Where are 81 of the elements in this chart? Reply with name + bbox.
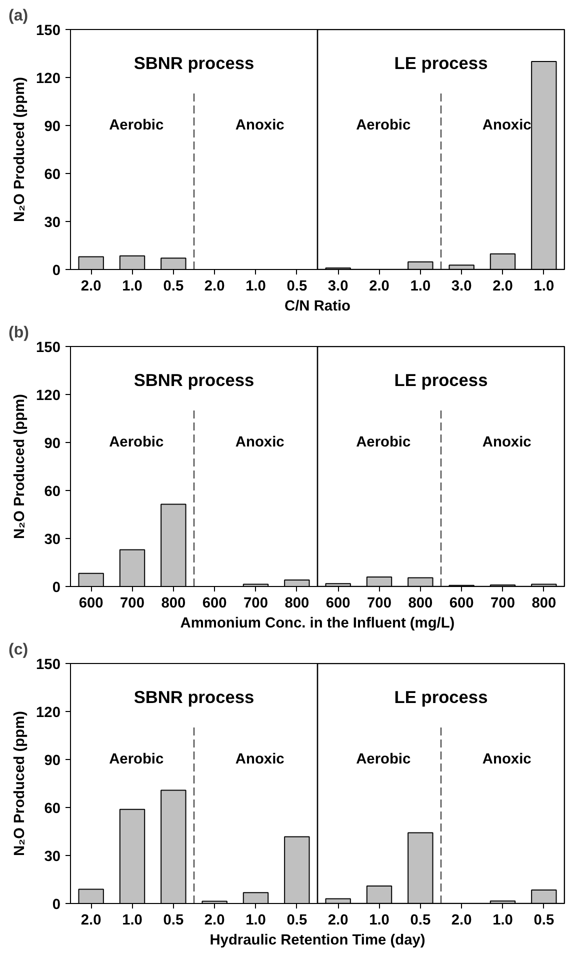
x-axis-title: Ammonium Conc. in the Influent (mg/L)	[180, 616, 455, 632]
x-tick-label: 1.0	[410, 278, 431, 294]
annotation: Aerobic	[109, 434, 164, 450]
annotation: Anoxic	[235, 752, 284, 768]
y-tick-label: 120	[36, 71, 61, 87]
x-tick-label: 2.0	[204, 912, 225, 928]
x-tick-label: 2.0	[451, 912, 472, 928]
x-tick-label: 700	[244, 596, 268, 612]
annotation: Anoxic	[482, 118, 532, 134]
x-tick-label: 600	[202, 596, 227, 612]
y-tick-label: 0	[52, 263, 61, 279]
x-tick-label: 600	[326, 596, 350, 612]
x-tick-label: 0.5	[410, 912, 431, 928]
x-tick-label: 800	[408, 596, 433, 612]
chart-title: (a)	[8, 8, 28, 24]
y-tick-label: 60	[44, 801, 61, 817]
x-tick-label: 1.0	[369, 912, 390, 928]
x-tick-label: 2.0	[80, 912, 102, 928]
x-tick-label: 700	[120, 596, 144, 612]
y-tick-label: 30	[44, 215, 61, 231]
y-axis-title: N₂O Produced (ppm)	[12, 710, 28, 856]
x-tick-label: 1.0	[246, 912, 266, 928]
y-tick-label: 60	[44, 167, 61, 183]
x-tick-label: 2.0	[204, 278, 225, 294]
x-tick-label: 1.0	[122, 912, 142, 928]
annotation: Anoxic	[235, 118, 284, 134]
y-tick-label: 120	[36, 705, 61, 721]
annotation: Aerobic	[356, 434, 411, 450]
y-axis-title: N₂O Produced (ppm)	[12, 76, 28, 222]
x-tick-label: 600	[449, 596, 474, 612]
x-tick-label: 600	[78, 596, 104, 612]
x-tick-label: 700	[490, 596, 515, 612]
x-tick-label: 800	[161, 596, 186, 612]
x-tick-label: 2.0	[80, 278, 102, 294]
y-tick-label: 150	[36, 23, 61, 39]
x-tick-label: 1.0	[492, 912, 513, 928]
x-tick-label: 800	[532, 596, 556, 612]
annotation: SBNR process	[134, 687, 254, 708]
x-tick-label: 700	[367, 596, 392, 612]
y-tick-label: 90	[44, 436, 61, 452]
annotation: Anoxic	[235, 434, 284, 450]
annotation: Aerobic	[356, 752, 411, 768]
x-tick-label: 0.5	[286, 912, 308, 928]
y-tick-label: 0	[52, 580, 61, 596]
y-tick-label: 90	[44, 119, 61, 135]
x-tick-label: 0.5	[163, 278, 184, 294]
x-tick-label: 0.5	[286, 278, 308, 294]
x-tick-label: 2.0	[369, 278, 390, 294]
x-tick-label: 3.0	[451, 278, 472, 294]
chart-title: (c)	[8, 642, 28, 658]
annotation: Aerobic	[109, 752, 164, 768]
x-axis-title: C/N Ratio	[284, 298, 351, 314]
y-tick-label: 30	[44, 532, 61, 548]
x-axis-title: Hydraulic Retention Time (day)	[210, 932, 426, 948]
annotation: LE process	[394, 53, 488, 74]
annotation: Aerobic	[109, 118, 164, 134]
x-tick-label: 1.0	[246, 278, 266, 294]
y-tick-label: 150	[36, 657, 61, 673]
x-tick-label: 1.0	[534, 278, 554, 294]
x-tick-label: 1.0	[122, 278, 142, 294]
annotation: Anoxic	[482, 434, 532, 450]
annotation: Anoxic	[482, 752, 532, 768]
x-tick-label: 3.0	[328, 278, 348, 294]
annotation: SBNR process	[134, 53, 254, 74]
annotation: LE process	[394, 687, 488, 708]
x-tick-label: 0.5	[534, 912, 554, 928]
y-tick-label: 0	[52, 897, 61, 913]
x-tick-label: 800	[284, 596, 310, 612]
annotation: LE process	[394, 370, 488, 390]
y-axis-title: N₂O Produced (ppm)	[12, 394, 28, 539]
y-tick-label: 150	[36, 340, 61, 356]
annotation: Aerobic	[356, 118, 411, 134]
y-tick-label: 30	[44, 849, 61, 865]
x-tick-label: 2.0	[492, 278, 513, 294]
y-tick-label: 60	[44, 484, 61, 500]
chart-title: (b)	[8, 324, 29, 342]
x-tick-label: 0.5	[163, 912, 184, 928]
annotation: SBNR process	[134, 370, 254, 390]
y-tick-label: 120	[36, 388, 61, 404]
x-tick-label: 2.0	[328, 912, 348, 928]
y-tick-label: 90	[44, 753, 61, 769]
